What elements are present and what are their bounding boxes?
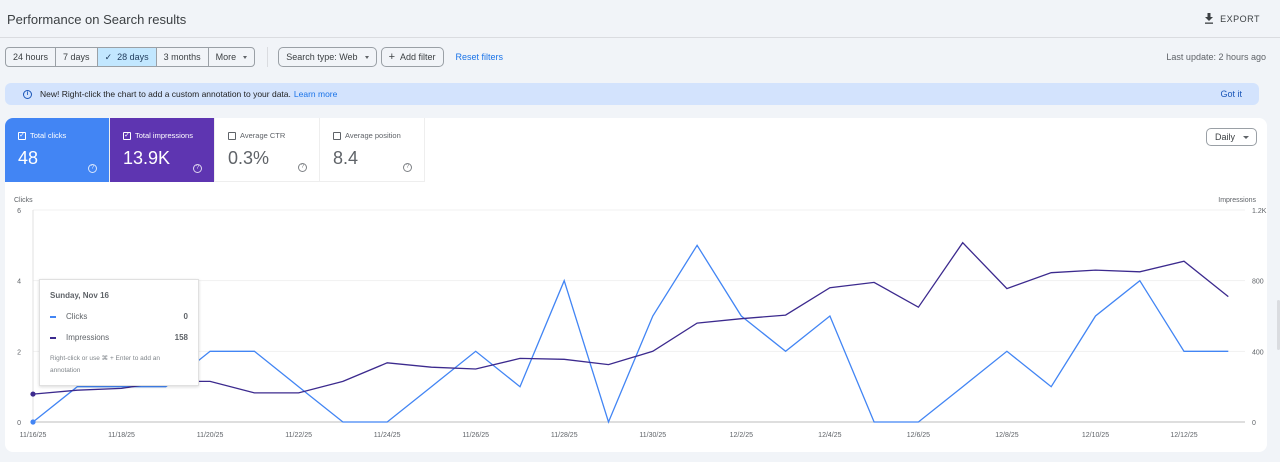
metric-card-total-clicks[interactable]: ✓ Total clicks 48 ?: [5, 118, 110, 182]
svg-text:12/4/25: 12/4/25: [818, 432, 841, 439]
metric-value: 13.9K: [123, 148, 171, 168]
chart-tooltip: Sunday, Nov 16 Clicks 0 Impressions 158 Ri…: [39, 279, 199, 386]
metric-label: Average position: [345, 131, 401, 140]
clicks-swatch-icon: [50, 315, 56, 318]
checkbox-unchecked-icon[interactable]: [333, 131, 341, 140]
svg-text:11/30/25: 11/30/25: [639, 432, 666, 439]
chevron-down-icon: [364, 56, 369, 59]
chevron-down-icon: [243, 56, 248, 59]
svg-text:0: 0: [17, 420, 21, 427]
svg-text:12/12/25: 12/12/25: [1170, 432, 1197, 439]
svg-text:2: 2: [17, 349, 21, 356]
range-7-days[interactable]: 7 days: [56, 48, 98, 66]
svg-text:11/16/25: 11/16/25: [20, 432, 47, 439]
checkbox-checked-icon[interactable]: ✓: [18, 131, 26, 140]
svg-text:800: 800: [1252, 279, 1264, 286]
scrollbar[interactable]: [1277, 300, 1280, 350]
more-label: More: [215, 52, 237, 62]
export-label: EXPORT: [1220, 13, 1260, 24]
search-type-label: Search type: Web: [286, 52, 358, 62]
svg-text:12/2/25: 12/2/25: [730, 432, 753, 439]
tooltip-series-name: Impressions: [66, 333, 110, 342]
info-icon: i: [23, 89, 32, 99]
learn-more-link[interactable]: Learn more: [293, 89, 338, 99]
annotation-banner: i New! Right-click the chart to add a cu…: [5, 83, 1259, 105]
svg-text:400: 400: [1252, 349, 1264, 356]
plus-icon: +: [388, 51, 395, 63]
metric-label: Total clicks: [30, 131, 67, 140]
tooltip-series-value: 0: [183, 312, 188, 321]
help-icon[interactable]: ?: [88, 164, 97, 173]
range-more-dropdown[interactable]: More: [209, 48, 255, 66]
metric-value: 0.3%: [228, 148, 270, 168]
chevron-down-icon: [1243, 136, 1249, 139]
svg-text:12/10/25: 12/10/25: [1082, 432, 1109, 439]
svg-text:Clicks: Clicks: [14, 197, 33, 204]
performance-chart[interactable]: 0 2 4 6 0 400 800 1.2K Clicks Impressions 11/16/25…: [5, 118, 1267, 452]
download-icon: [1205, 13, 1214, 24]
svg-text:11/20/25: 11/20/25: [197, 432, 224, 439]
page-title: Performance on Search results: [7, 12, 187, 27]
got-it-button[interactable]: Got it: [1220, 89, 1242, 99]
checkbox-unchecked-icon[interactable]: [228, 131, 236, 140]
svg-text:0: 0: [1252, 420, 1256, 427]
reset-filters-link[interactable]: Reset filters: [455, 52, 504, 62]
checkbox-checked-icon[interactable]: ✓: [123, 131, 131, 140]
svg-text:6: 6: [17, 208, 21, 215]
svg-text:12/6/25: 12/6/25: [907, 432, 930, 439]
range-3-months[interactable]: 3 months: [157, 48, 209, 66]
search-type-dropdown[interactable]: Search type: Web: [278, 47, 377, 67]
granularity-label: Daily: [1215, 132, 1236, 142]
metric-value: 8.4: [333, 148, 359, 168]
add-filter-button[interactable]: + Add filter: [380, 47, 444, 67]
banner-text: New! Right-click the chart to add a cust…: [40, 89, 291, 99]
add-filter-label: Add filter: [400, 52, 436, 62]
svg-text:11/28/25: 11/28/25: [551, 432, 578, 439]
svg-text:11/22/25: 11/22/25: [285, 432, 312, 439]
metric-card-total-impressions[interactable]: ✓ Total impressions 13.9K ?: [110, 118, 215, 182]
svg-text:1.2K: 1.2K: [1252, 208, 1267, 215]
svg-text:11/18/25: 11/18/25: [108, 432, 135, 439]
svg-text:4: 4: [17, 279, 21, 286]
tooltip-row-impressions: Impressions 158: [50, 333, 188, 342]
metric-card-average-position[interactable]: Average position 8.4 ?: [320, 118, 425, 182]
metric-label: Average CTR: [240, 131, 286, 140]
divider: [267, 47, 269, 67]
svg-text:11/26/25: 11/26/25: [462, 432, 489, 439]
last-update-text: Last update: 2 hours ago: [1166, 52, 1266, 62]
metric-cards: ✓ Total clicks 48 ? ✓ Total impressions 13…: [5, 118, 425, 182]
performance-panel: 0 2 4 6 0 400 800 1.2K Clicks Impressions 11/16/25…: [5, 118, 1267, 452]
svg-text:11/24/25: 11/24/25: [374, 432, 401, 439]
metric-card-average-ctr[interactable]: Average CTR 0.3% ?: [215, 118, 320, 182]
help-icon[interactable]: ?: [298, 163, 307, 172]
export-button[interactable]: EXPORT: [1204, 13, 1260, 24]
granularity-dropdown[interactable]: Daily: [1206, 128, 1257, 146]
svg-text:12/8/25: 12/8/25: [995, 432, 1018, 439]
check-icon: ✓: [104, 52, 113, 62]
tooltip-date: Sunday, Nov 16: [50, 291, 109, 300]
svg-text:Impressions: Impressions: [1218, 197, 1256, 204]
tooltip-hint: Right-click or use ⌘ + Enter to add an a…: [50, 355, 161, 374]
tooltip-series-value: 158: [174, 333, 188, 342]
metric-value: 48: [18, 148, 39, 168]
help-icon[interactable]: ?: [193, 164, 202, 173]
range-28-days-label: 28 days: [117, 52, 149, 62]
help-icon[interactable]: ?: [403, 163, 412, 172]
tooltip-series-name: Clicks: [66, 312, 88, 321]
impressions-swatch-icon: [50, 336, 56, 339]
range-28-days[interactable]: ✓ 28 days: [97, 48, 157, 66]
metric-label: Total impressions: [135, 131, 193, 140]
page-header: Performance on Search results EXPORT: [0, 0, 1280, 38]
range-24-hours[interactable]: 24 hours: [6, 48, 57, 66]
date-range-selector: 24 hours 7 days ✓ 28 days 3 months More: [5, 47, 256, 67]
filter-toolbar: 24 hours 7 days ✓ 28 days 3 months More S…: [5, 47, 503, 67]
tooltip-row-clicks: Clicks 0: [50, 312, 188, 321]
